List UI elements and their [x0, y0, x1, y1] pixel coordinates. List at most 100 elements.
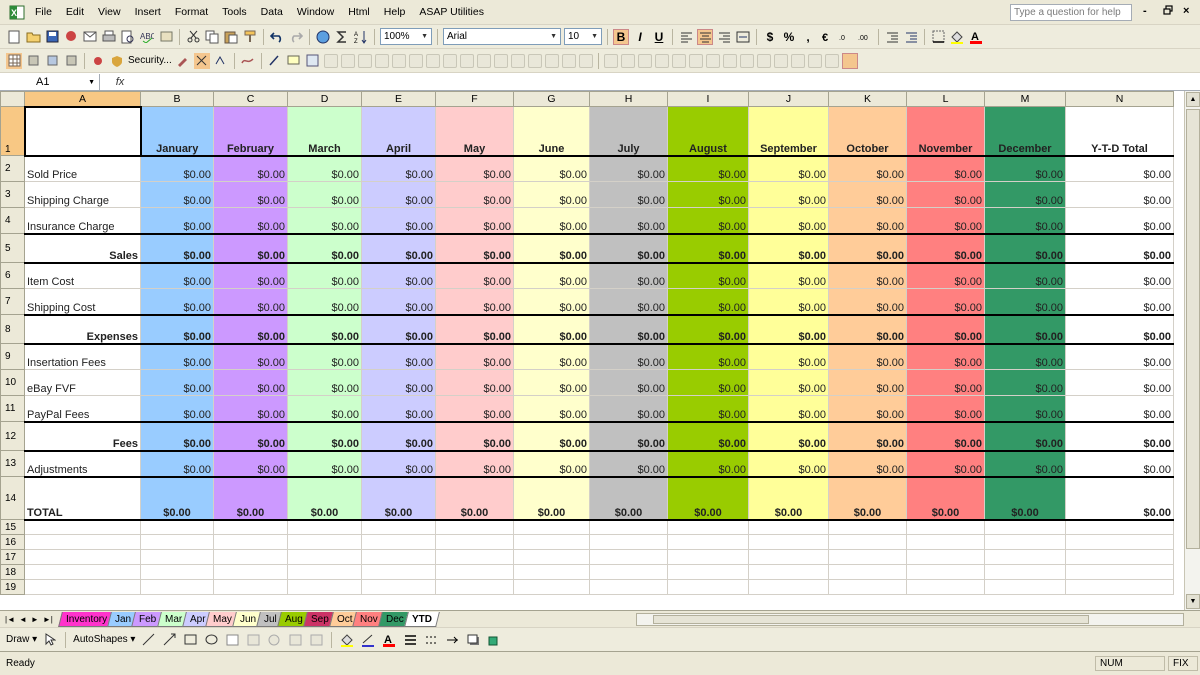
increase-indent-icon[interactable]: [903, 29, 919, 45]
cell-value[interactable]: $0.00: [140, 343, 214, 370]
paste-icon[interactable]: [223, 29, 239, 45]
cell-value[interactable]: $0.00: [213, 232, 288, 264]
cell-value[interactable]: $0.00: [513, 232, 590, 264]
ytd-cell-value[interactable]: $0.00: [1065, 475, 1174, 521]
month-header[interactable]: January: [140, 106, 214, 157]
cell-value[interactable]: $0.00: [435, 207, 514, 234]
cell-value[interactable]: $0.00: [667, 155, 749, 182]
cell-value[interactable]: $0.00: [906, 288, 985, 315]
empty-cell[interactable]: [213, 549, 288, 565]
empty-cell[interactable]: [1065, 549, 1174, 565]
cell-value[interactable]: $0.00: [140, 155, 214, 182]
column-header-n[interactable]: N: [1065, 91, 1174, 107]
copy-icon[interactable]: [204, 29, 220, 45]
cell-value[interactable]: $0.00: [589, 288, 668, 315]
menu-tools[interactable]: Tools: [222, 5, 247, 18]
cell-value[interactable]: $0.00: [667, 232, 749, 264]
grid-icon[interactable]: [6, 52, 22, 69]
ytd-cell-value[interactable]: $0.00: [1065, 343, 1174, 370]
empty-cell[interactable]: [435, 564, 514, 580]
cell-value[interactable]: $0.00: [748, 207, 829, 234]
row-header-18[interactable]: 18: [0, 564, 25, 580]
cell-value[interactable]: $0.00: [287, 369, 362, 396]
cell-value[interactable]: $0.00: [828, 395, 907, 422]
empty-cell[interactable]: [589, 519, 668, 535]
cell-value[interactable]: $0.00: [213, 313, 288, 345]
cell-value[interactable]: $0.00: [589, 420, 668, 452]
column-header-f[interactable]: F: [435, 91, 514, 107]
cell-value[interactable]: $0.00: [361, 450, 436, 477]
row-header-10[interactable]: 10: [0, 369, 25, 396]
cell-value[interactable]: $0.00: [748, 420, 829, 452]
empty-cell[interactable]: [435, 519, 514, 535]
cell-value[interactable]: $0.00: [287, 420, 362, 452]
cell-value[interactable]: $0.00: [984, 232, 1066, 264]
cell-value[interactable]: $0.00: [984, 155, 1066, 182]
cell-value[interactable]: $0.00: [435, 450, 514, 477]
empty-cell[interactable]: [213, 564, 288, 580]
decrease-indent-icon[interactable]: [884, 29, 900, 45]
cell-value[interactable]: $0.00: [589, 395, 668, 422]
row-label[interactable]: Insertation Fees: [24, 343, 141, 370]
cell-value[interactable]: $0.00: [828, 288, 907, 315]
worksheet-grid[interactable]: A B C D E F G H I J K L M N 1 January February March April…: [0, 91, 1184, 610]
autoshapes-menu-button[interactable]: AutoShapes ▾: [73, 634, 136, 645]
align-right-icon[interactable]: [716, 29, 732, 45]
cell-value[interactable]: $0.00: [140, 450, 214, 477]
cell-value[interactable]: $0.00: [906, 262, 985, 289]
align-left-icon[interactable]: [678, 29, 694, 45]
cell-value[interactable]: $0.00: [287, 395, 362, 422]
empty-cell[interactable]: [287, 534, 362, 550]
last-sheet-icon[interactable]: ►|: [42, 614, 53, 624]
cell-value[interactable]: $0.00: [213, 395, 288, 422]
row-label[interactable]: Expenses: [24, 313, 141, 345]
column-header-a[interactable]: A: [24, 91, 141, 107]
row-label[interactable]: Adjustments: [24, 450, 141, 477]
cell-value[interactable]: $0.00: [828, 420, 907, 452]
empty-cell[interactable]: [213, 579, 288, 595]
cell-value[interactable]: $0.00: [984, 475, 1066, 521]
cell-value[interactable]: $0.00: [140, 181, 214, 208]
empty-cell[interactable]: [828, 534, 907, 550]
bold-button[interactable]: B: [613, 28, 629, 45]
empty-cell[interactable]: [748, 519, 829, 535]
cell-value[interactable]: $0.00: [513, 450, 590, 477]
font-color-icon[interactable]: A: [968, 29, 984, 45]
row-header-12[interactable]: 12: [0, 421, 25, 451]
empty-cell[interactable]: [589, 534, 668, 550]
column-header-i[interactable]: I: [667, 91, 749, 107]
cell-value[interactable]: $0.00: [748, 288, 829, 315]
decrease-decimal-icon[interactable]: .00: [857, 29, 873, 45]
menu-data[interactable]: Data: [260, 5, 283, 18]
cell-value[interactable]: $0.00: [984, 450, 1066, 477]
print-preview-icon[interactable]: [120, 29, 136, 45]
autosum-icon[interactable]: [334, 29, 350, 45]
empty-cell[interactable]: [140, 534, 214, 550]
column-header-h[interactable]: H: [589, 91, 668, 107]
empty-cell[interactable]: [984, 579, 1066, 595]
track-changes-icon[interactable]: [305, 53, 321, 69]
cell-value[interactable]: $0.00: [828, 207, 907, 234]
menu-insert[interactable]: Insert: [134, 5, 161, 18]
cell-value[interactable]: $0.00: [828, 450, 907, 477]
first-sheet-icon[interactable]: |◄: [5, 614, 15, 624]
ink-icon[interactable]: [240, 53, 256, 69]
menu-file[interactable]: File: [35, 5, 52, 18]
empty-cell[interactable]: [984, 519, 1066, 535]
currency-button[interactable]: $: [766, 29, 774, 44]
cell-value[interactable]: $0.00: [906, 369, 985, 396]
toolbar-icon-a[interactable]: [25, 53, 41, 69]
cell-value[interactable]: $0.00: [361, 369, 436, 396]
cell-value[interactable]: $0.00: [287, 181, 362, 208]
empty-cell[interactable]: [589, 549, 668, 565]
empty-cell[interactable]: [1065, 534, 1174, 550]
cell-value[interactable]: $0.00: [748, 232, 829, 264]
security-button[interactable]: Security...: [128, 55, 172, 66]
menu-edit[interactable]: Edit: [65, 5, 85, 18]
row-label[interactable]: Insurance Charge: [24, 207, 141, 234]
empty-cell[interactable]: [667, 519, 749, 535]
research-icon[interactable]: [158, 29, 174, 45]
row-header-4[interactable]: 4: [0, 207, 25, 234]
formula-input[interactable]: [140, 74, 1200, 90]
